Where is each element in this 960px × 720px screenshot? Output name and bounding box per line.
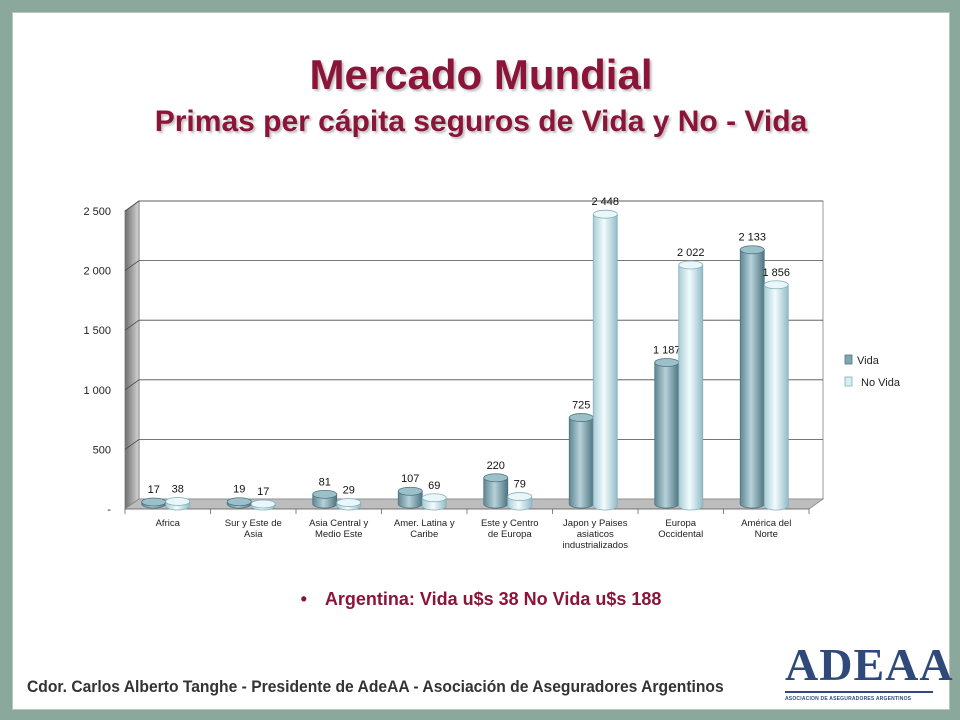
x-tick-label: Asia Central y Medio Este (309, 518, 368, 540)
y-tick-label: - (107, 504, 111, 516)
argentina-note: • Argentina: Vida u$s 38 No Vida u$s 188 (13, 589, 949, 610)
chart-side-wall (124, 200, 140, 510)
y-tick-label: 2 000 (83, 266, 111, 278)
slide-subtitle: Primas per cápita seguros de Vida y No -… (154, 105, 808, 138)
bar-chart: - 500 1 000 1 500 2 000 2 500 Africa Sur y Este… (83, 196, 901, 551)
legend-label: No Vida (861, 377, 901, 389)
logo-divider (785, 691, 933, 693)
bar-vida (312, 489, 338, 509)
data-label-vida: 17 (148, 484, 160, 496)
bar-vida (226, 497, 252, 509)
data-label-vida: 2 133 (738, 232, 766, 244)
data-label-vida: 19 (233, 484, 245, 496)
bullet-icon: • (300, 589, 307, 609)
gridline (124, 379, 140, 391)
bar-vida (483, 473, 509, 509)
x-tick-label: América del Norte (741, 518, 791, 540)
legend-label: Vida (857, 355, 880, 367)
bar-vida (397, 486, 423, 509)
data-label-no-vida: 79 (514, 479, 526, 491)
y-tick-label: 2 500 (83, 206, 111, 218)
argentina-note-text: Argentina: Vida u$s 38 No Vida u$s 188 (324, 589, 662, 609)
bar-no-vida (165, 497, 191, 511)
data-label-no-vida: 17 (257, 486, 269, 498)
data-label-no-vida: 29 (343, 485, 355, 497)
bar-no-vida (250, 499, 276, 511)
bar-vida (568, 413, 594, 509)
logo-subtext: ASOCIACION DE ASEGURADORES ARGENTINOS (785, 696, 912, 702)
bar-vida (739, 245, 765, 509)
slide-title: Mercado Mundial (309, 51, 653, 98)
data-label-vida: 107 (401, 473, 419, 485)
footer-text: Cdor. Carlos Alberto Tanghe - Presidente… (27, 677, 724, 696)
x-tick-label: Este y Centro de Europa (481, 518, 539, 540)
chart-back-wall (138, 200, 824, 500)
data-label-no-vida: 1 856 (762, 267, 790, 279)
x-tick-label: Japon y Paises asiaticos industrializados (563, 518, 629, 551)
gridline (124, 260, 140, 271)
gridline (124, 439, 140, 450)
y-tick-label: 500 (93, 444, 111, 456)
x-tick-label: Amer. Latina y Caribe (394, 518, 455, 540)
gridline (124, 200, 140, 212)
legend-swatch (844, 376, 853, 387)
bar-vida (141, 497, 167, 509)
bar-vida (654, 358, 680, 509)
data-label-vida: 1 187 (653, 345, 681, 357)
data-label-vida: 220 (487, 460, 505, 472)
x-tick-label: Sur y Este de Asia (225, 518, 282, 540)
y-tick-label: 1 500 (83, 325, 111, 337)
bar-no-vida (678, 260, 704, 511)
slide: Mercado Mundial Primas per cápita seguro… (12, 12, 953, 710)
gridline (124, 319, 140, 331)
bar-no-vida (763, 280, 789, 511)
data-label-no-vida: 2 448 (591, 196, 619, 208)
adeaa-logo: ADEAA (785, 639, 954, 690)
x-tick-label: Africa (156, 518, 181, 529)
bar-no-vida (592, 209, 618, 511)
bar-no-vida (421, 493, 447, 511)
data-label-vida: 725 (572, 400, 590, 412)
data-label-no-vida: 2 022 (677, 247, 705, 259)
bar-no-vida (336, 498, 362, 511)
x-tick-label: Europa Occidental (658, 518, 703, 540)
data-label-vida: 81 (319, 476, 331, 488)
bar-no-vida (507, 492, 533, 511)
y-tick-label: 1 000 (83, 385, 111, 397)
legend-swatch (844, 354, 853, 365)
data-label-no-vida: 38 (172, 483, 184, 495)
data-label-no-vida: 69 (428, 480, 440, 492)
